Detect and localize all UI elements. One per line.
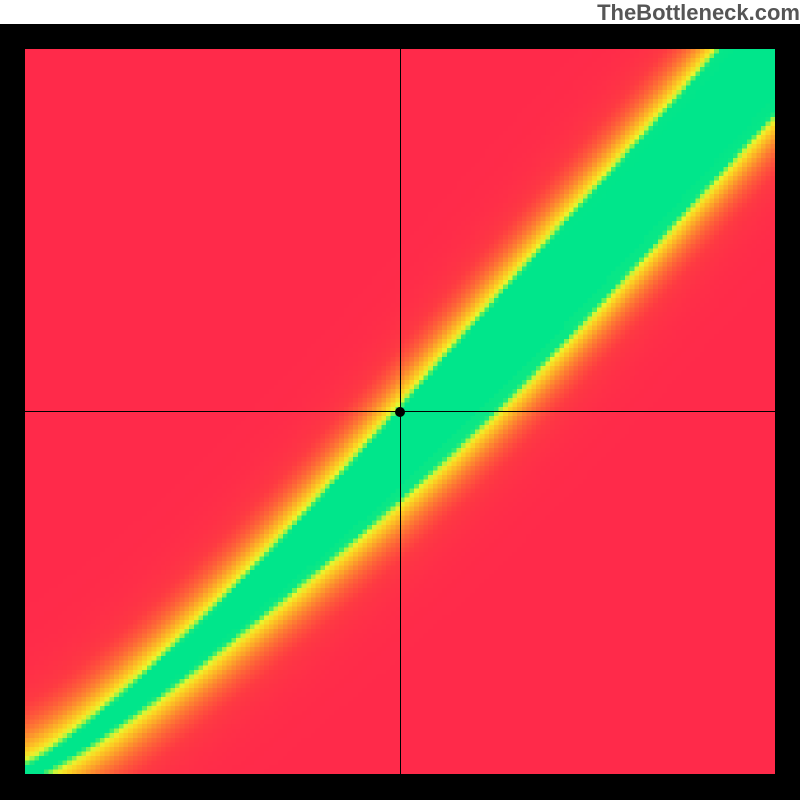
figure-root: TheBottleneck.com: [0, 0, 800, 800]
outer-frame: [0, 24, 800, 800]
watermark-text: TheBottleneck.com: [560, 0, 800, 24]
center-marker: [395, 407, 405, 417]
